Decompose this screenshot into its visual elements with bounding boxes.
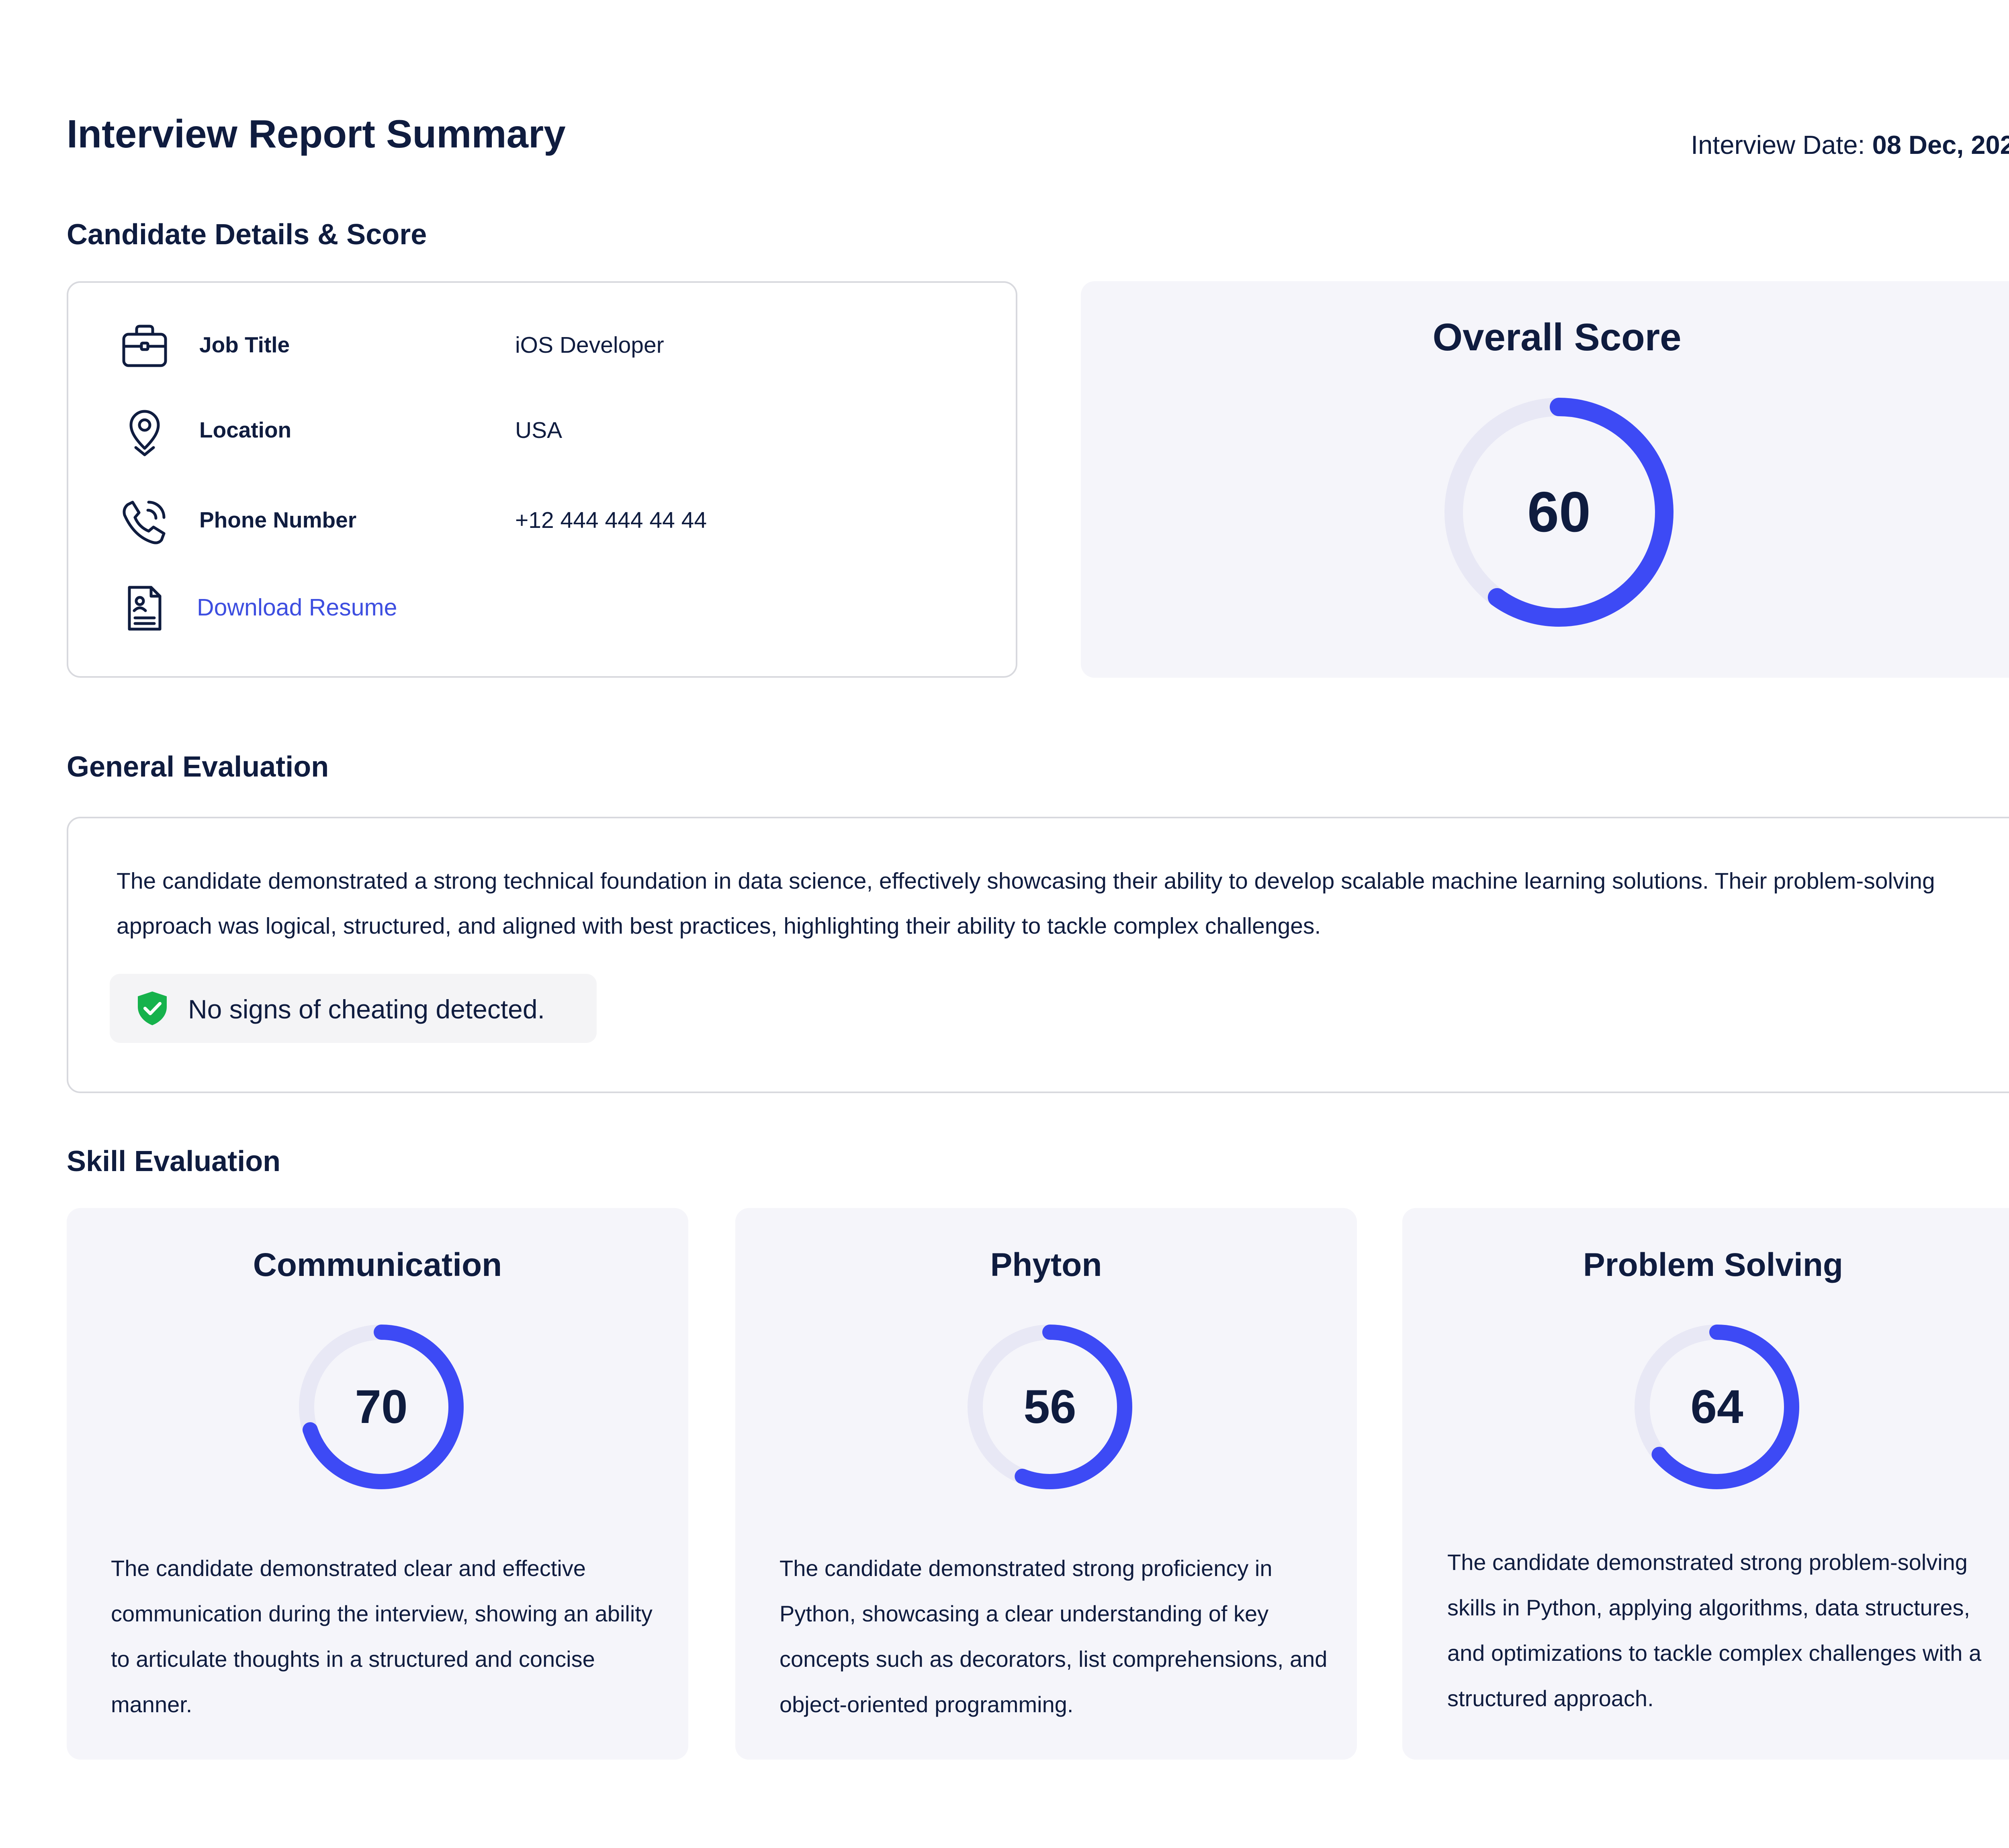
score-value: 56 xyxy=(1023,1380,1076,1433)
skill-description: The candidate demonstrated clear and eff… xyxy=(111,1556,653,1717)
location-label: Location xyxy=(199,417,292,442)
skill-card-communication: Communication 70 The candidate demonstra… xyxy=(67,1208,688,1760)
score-value: 70 xyxy=(355,1380,408,1433)
skill-description: The candidate demonstrated strong profic… xyxy=(779,1556,1328,1717)
job-title-label: Job Title xyxy=(199,332,290,357)
skill-card-problem-solving: Problem Solving 64 The candidate demonst… xyxy=(1402,1208,2009,1760)
skill-score-ring: 64 xyxy=(1635,1325,1799,1489)
download-resume-link[interactable]: Download Resume xyxy=(197,594,397,621)
interview-date-label: Interview Date: xyxy=(1691,130,1865,159)
cheating-status-badge: No signs of cheating detected. xyxy=(110,974,597,1043)
detail-row-resume[interactable]: Download Resume xyxy=(68,580,1016,636)
candidate-section-title: Candidate Details & Score xyxy=(67,219,427,251)
score-ring-graphic xyxy=(968,1325,1132,1489)
general-evaluation-card: The candidate demonstrated a strong tech… xyxy=(67,817,2009,1093)
skill-title: Communication xyxy=(253,1247,502,1283)
location-value: USA xyxy=(515,417,563,443)
shield-check-icon xyxy=(134,990,171,1027)
detail-row-location: Location USA xyxy=(68,403,1016,460)
skill-score-ring: 70 xyxy=(299,1325,464,1489)
score-ring-progress xyxy=(968,1325,1132,1489)
score-ring-progress xyxy=(1444,398,1673,627)
phone-value: +12 444 444 44 44 xyxy=(515,507,707,533)
score-value: 60 xyxy=(1527,480,1591,544)
candidate-details-card: Job Title iOS Developer Location USA Pho… xyxy=(67,281,1017,678)
score-ring-graphic xyxy=(1635,1325,1799,1489)
score-ring-graphic xyxy=(299,1325,464,1489)
general-evaluation-text: The candidate demonstrated a strong tech… xyxy=(117,868,1935,939)
phone-icon xyxy=(117,493,173,550)
skill-card-phyton: Phyton 56 The candidate demonstrated str… xyxy=(735,1208,1357,1760)
resume-document-icon xyxy=(117,580,173,636)
interview-date-value: 08 Dec, 2024 xyxy=(1872,130,2009,159)
overall-score-card: Overall Score 60 xyxy=(1081,281,2009,678)
detail-row-job-title: Job Title iOS Developer xyxy=(68,318,1016,374)
detail-row-phone: Phone Number +12 444 444 44 44 xyxy=(68,493,1016,550)
skill-description: The candidate demonstrated strong proble… xyxy=(1447,1550,1982,1711)
score-ring-progress xyxy=(1635,1325,1799,1489)
score-value: 64 xyxy=(1690,1380,1743,1433)
cheating-status-text: No signs of cheating detected. xyxy=(188,994,545,1024)
score-ring-progress xyxy=(299,1325,464,1489)
page-title: Interview Report Summary xyxy=(67,112,566,156)
overall-score-title: Overall Score xyxy=(1432,316,1682,359)
score-ring-graphic xyxy=(1444,398,1673,627)
briefcase-icon xyxy=(117,318,173,374)
job-title-value: iOS Developer xyxy=(515,332,664,358)
skill-evaluation-title: Skill Evaluation xyxy=(67,1145,281,1177)
skill-title: Problem Solving xyxy=(1583,1247,1843,1283)
skill-score-ring: 56 xyxy=(968,1325,1132,1489)
interview-date: Interview Date: 08 Dec, 2024 xyxy=(1691,131,2009,159)
general-evaluation-title: General Evaluation xyxy=(67,751,329,783)
overall-score-ring: 60 xyxy=(1444,398,1673,627)
phone-label: Phone Number xyxy=(199,507,357,532)
skill-title: Phyton xyxy=(990,1247,1102,1283)
location-pin-icon xyxy=(117,403,173,460)
